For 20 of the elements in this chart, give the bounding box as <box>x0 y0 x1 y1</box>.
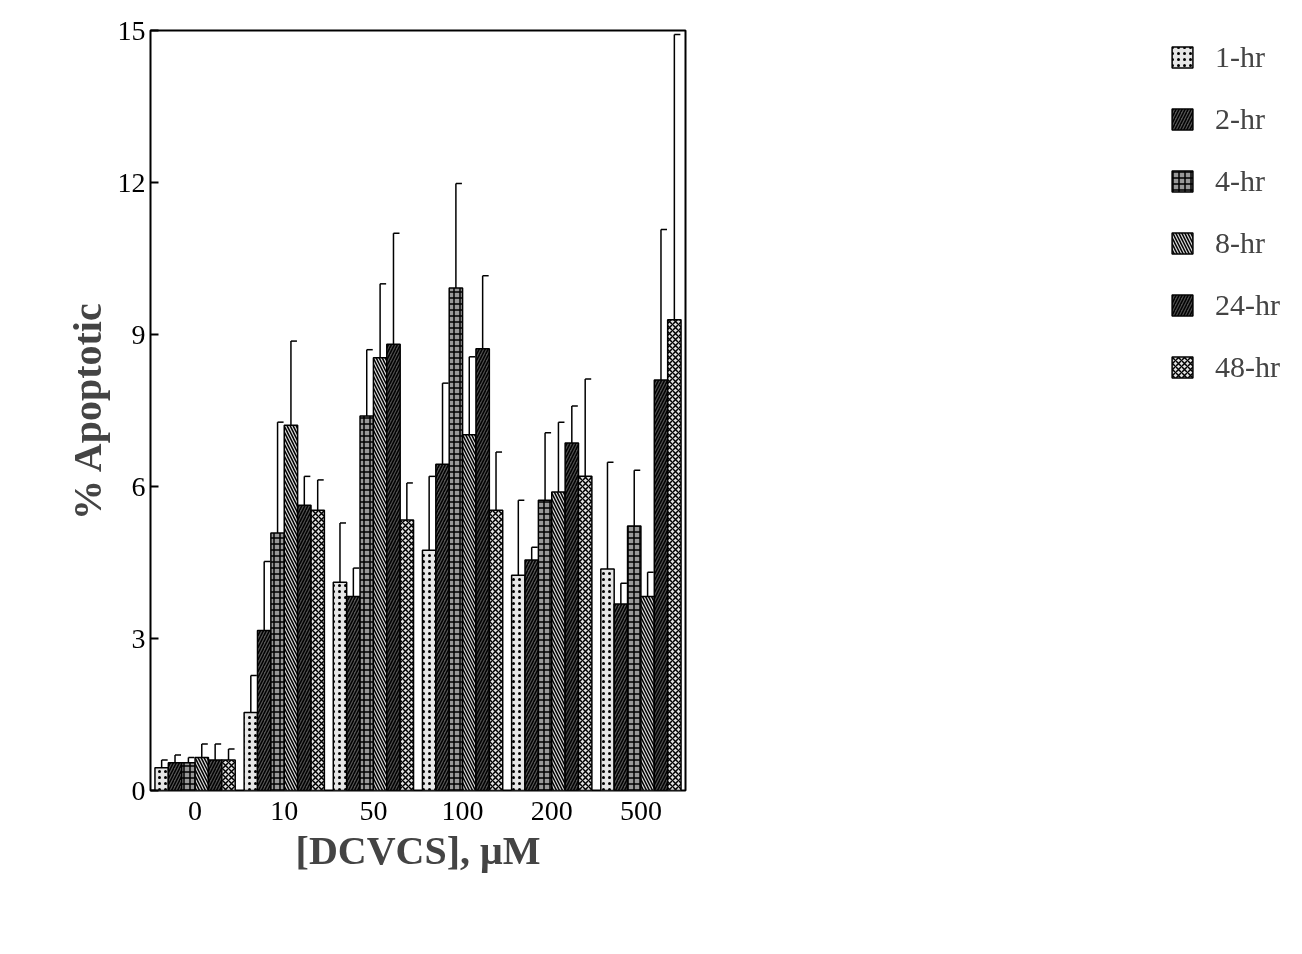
y-tick-label: 15 <box>117 14 146 46</box>
x-tick-label: 50 <box>359 794 388 826</box>
y-tick-label: 9 <box>131 318 146 350</box>
y-tick-label: 12 <box>117 166 146 198</box>
x-tick-label: 200 <box>530 794 573 826</box>
legend-label: 2-hr <box>1215 102 1265 136</box>
legend-label: 4-hr <box>1215 164 1265 198</box>
y-tick-label: 0 <box>131 774 146 806</box>
x-axis-title: [DCVCS], μM <box>295 827 541 873</box>
x-tick-label: 0 <box>188 794 203 826</box>
legend-label: 1-hr <box>1215 40 1265 74</box>
y-tick-label: 6 <box>131 470 146 502</box>
x-tick-label: 100 <box>441 794 484 826</box>
legend-label: 24-hr <box>1215 288 1280 322</box>
y-tick-label: 3 <box>131 622 146 654</box>
x-tick-label: 500 <box>619 794 662 826</box>
y-axis-title: % Apoptotic <box>64 303 110 520</box>
legend-label: 48-hr <box>1215 350 1280 384</box>
x-tick-label: 10 <box>270 794 299 826</box>
legend-label: 8-hr <box>1215 226 1265 260</box>
